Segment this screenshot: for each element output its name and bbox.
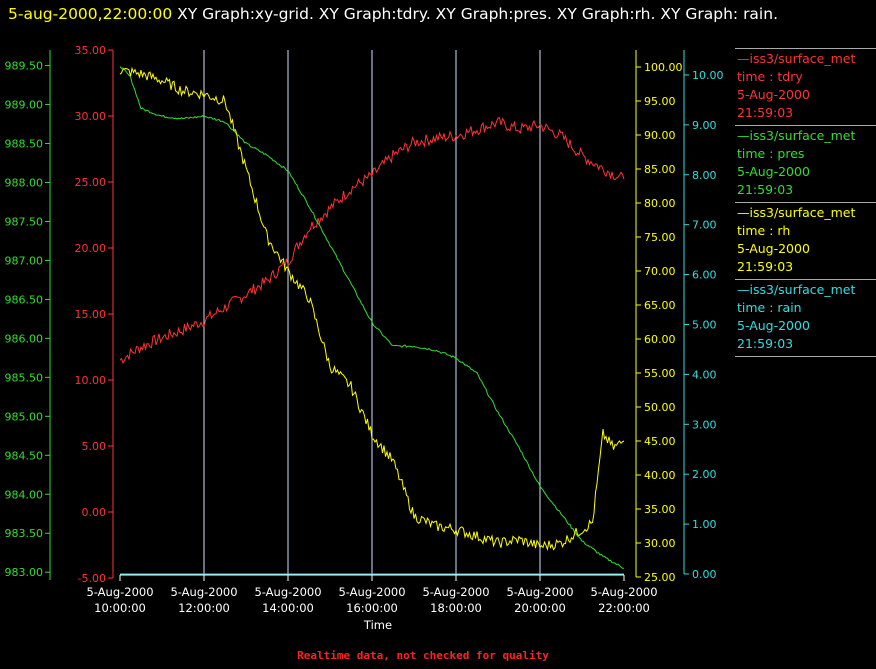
legend-name: —iss3/surface_met <box>737 51 856 66</box>
rain-tick-label: 8.00 <box>692 169 717 182</box>
series-lines <box>119 66 625 575</box>
legend-date: 5-Aug-2000 <box>737 164 810 179</box>
legend-name: —iss3/surface_met <box>737 282 856 297</box>
y-axes: -5.00 0.00 5.00 10.00 15.00 20.00 25.00 30.00 35… <box>5 44 724 585</box>
rh-tick-label: 35.00 <box>644 503 676 516</box>
rain-tick-label: 5.00 <box>692 318 717 331</box>
tdry-tick-label: 20.00 <box>75 242 107 255</box>
x-tick-time: 22:00:00 <box>598 601 650 615</box>
header-timestamp: 5-aug-2000,22:00:00 <box>8 5 173 23</box>
pres-tick-label: 986.50 <box>5 293 44 306</box>
x-tick-time: 12:00:00 <box>178 601 230 615</box>
rain-tick-label: 3.00 <box>692 418 717 431</box>
tdry-tick-label: 0.00 <box>82 506 107 519</box>
rain-tick-label: 4.00 <box>692 368 717 381</box>
tdry-tick-label: 25.00 <box>75 176 107 189</box>
rh-tick-label: 100.00 <box>644 61 683 74</box>
rh-tick-label: 55.00 <box>644 367 676 380</box>
x-tick-time: 16:00:00 <box>346 601 398 615</box>
pres-series-line <box>119 66 624 569</box>
rain-tick-label: 0.00 <box>692 568 717 581</box>
legend-date: 5-Aug-2000 <box>737 87 810 102</box>
rh-series-line <box>119 66 625 552</box>
tdry-tick-label: 35.00 <box>75 44 107 57</box>
rh-tick-label: 70.00 <box>644 265 676 278</box>
x-tick-date: 5-Aug-2000 <box>170 585 237 599</box>
footer-note: Realtime data, not checked for quality <box>297 649 549 662</box>
x-axis: 5-Aug-2000 10:00:00 5-Aug-2000 12:00:00 5-Au… <box>86 574 658 615</box>
x-tick-date: 5-Aug-2000 <box>422 585 489 599</box>
x-axis-label: Time <box>363 618 392 632</box>
x-tick-time: 10:00:00 <box>94 601 146 615</box>
pres-tick-label: 989.50 <box>5 60 44 73</box>
tdry-tick-label: -5.00 <box>78 572 106 585</box>
legend-name: —iss3/surface_met <box>737 205 856 220</box>
pres-tick-label: 988.00 <box>5 177 44 190</box>
rh-tick-label: 85.00 <box>644 163 676 176</box>
pres-tick-label: 986.00 <box>5 332 44 345</box>
rain-tick-label: 2.00 <box>692 468 717 481</box>
rh-tick-label: 60.00 <box>644 333 676 346</box>
legend-time: 21:59:03 <box>737 259 794 274</box>
x-tick-date: 5-Aug-2000 <box>506 585 573 599</box>
pres-tick-label: 984.50 <box>5 449 44 462</box>
rain-tick-label: 7.00 <box>692 219 717 232</box>
pres-tick-label: 984.00 <box>5 488 44 501</box>
legend-var: time : rain <box>737 300 802 315</box>
pres-tick-label: 983.00 <box>5 566 44 579</box>
tdry-tick-label: 30.00 <box>75 110 107 123</box>
rain-tick-label: 6.00 <box>692 269 717 282</box>
rh-tick-label: 95.00 <box>644 95 676 108</box>
tdry-tick-label: 10.00 <box>75 374 107 387</box>
rain-tick-label: 1.00 <box>692 518 717 531</box>
rh-tick-label: 40.00 <box>644 469 676 482</box>
pres-tick-label: 989.00 <box>5 99 44 112</box>
rh-tick-label: 45.00 <box>644 435 676 448</box>
rh-tick-label: 90.00 <box>644 129 676 142</box>
legend-var: time : rh <box>737 223 791 238</box>
legend-var: time : tdry <box>737 69 803 84</box>
tdry-tick-label: 5.00 <box>82 440 107 453</box>
x-tick-date: 5-Aug-2000 <box>86 585 153 599</box>
rh-tick-label: 80.00 <box>644 197 676 210</box>
pres-tick-label: 985.50 <box>5 371 44 384</box>
legend-time: 21:59:03 <box>737 182 794 197</box>
pres-tick-label: 983.50 <box>5 527 44 540</box>
legend-var: time : pres <box>737 146 805 161</box>
x-tick-time: 18:00:00 <box>430 601 482 615</box>
x-tick-date: 5-Aug-2000 <box>338 585 405 599</box>
tdry-tick-label: 15.00 <box>75 308 107 321</box>
legend: —iss3/surface_met time : tdry 5-Aug-2000 21… <box>735 48 876 357</box>
legend-time: 21:59:03 <box>737 336 794 351</box>
legend-date: 5-Aug-2000 <box>737 318 810 333</box>
x-tick-time: 14:00:00 <box>262 601 314 615</box>
rh-tick-label: 65.00 <box>644 299 676 312</box>
legend-time: 21:59:03 <box>737 105 794 120</box>
pres-tick-label: 988.50 <box>5 138 44 151</box>
pres-tick-label: 987.00 <box>5 254 44 267</box>
pres-tick-label: 985.00 <box>5 410 44 423</box>
rh-tick-label: 75.00 <box>644 231 676 244</box>
x-tick-date: 5-Aug-2000 <box>590 585 657 599</box>
header: 5-aug-2000,22:00:00 XY Graph:xy-grid. XY… <box>8 2 868 26</box>
rh-tick-label: 50.00 <box>644 401 676 414</box>
pres-tick-label: 987.50 <box>5 215 44 228</box>
rain-tick-label: 9.00 <box>692 119 717 132</box>
grid-lines <box>203 50 541 575</box>
x-tick-time: 20:00:00 <box>514 601 566 615</box>
tdry-series-line <box>119 117 625 365</box>
rh-tick-label: 25.00 <box>644 571 676 584</box>
rain-tick-label: 10.00 <box>692 69 724 82</box>
x-tick-date: 5-Aug-2000 <box>254 585 321 599</box>
header-graph-list: XY Graph:xy-grid. XY Graph:tdry. XY Grap… <box>177 5 778 23</box>
legend-name: —iss3/surface_met <box>737 128 856 143</box>
legend-date: 5-Aug-2000 <box>737 241 810 256</box>
legend-divider <box>735 356 876 357</box>
rh-tick-label: 30.00 <box>644 537 676 550</box>
